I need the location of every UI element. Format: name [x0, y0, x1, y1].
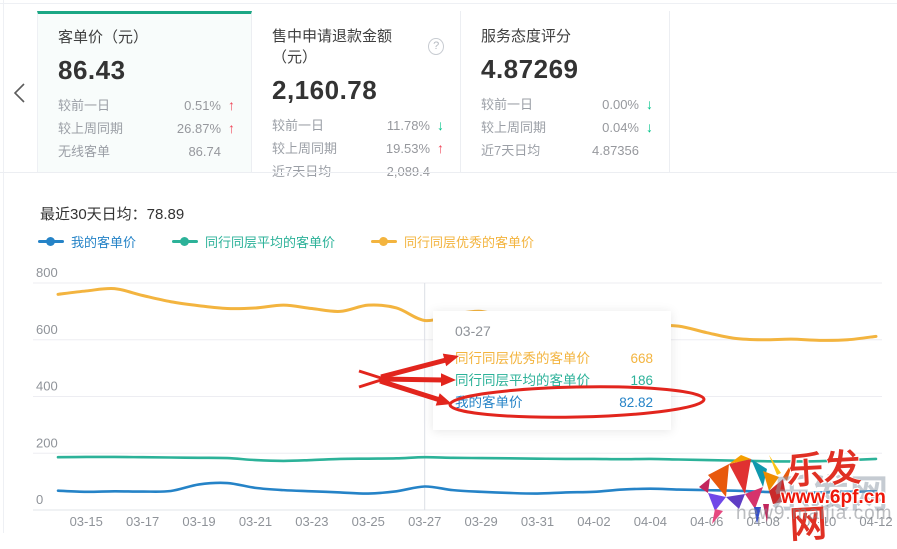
- x-axis-tick-label: 03-27: [408, 514, 441, 529]
- metric-card-service-attitude-score[interactable]: 服务态度评分 4.87269 较前一日 0.00% ↓ 较上周同期 0.04% ↓ …: [461, 11, 670, 172]
- chart-30day-average: 最近30天日均：78.89: [40, 206, 185, 223]
- trend-up-icon: ↑: [228, 97, 235, 113]
- x-axis-tick-label: 04-08: [747, 514, 780, 529]
- tooltip-row: 同行同层优秀的客单价 668: [455, 348, 653, 370]
- x-axis-tick-label: 04-06: [690, 514, 723, 529]
- legend-dot: [180, 237, 190, 246]
- x-axis-tick-label: 04-10: [803, 514, 836, 529]
- tooltip-series-value: 82.82: [619, 395, 653, 410]
- row-value: 86.74: [188, 144, 221, 159]
- row-value: 11.78%: [386, 118, 430, 133]
- help-icon[interactable]: ?: [428, 37, 444, 55]
- x-axis-tick-label: 03-31: [521, 514, 554, 529]
- trend-down-icon: ↓: [646, 96, 653, 112]
- x-axis-tick-label: 04-02: [577, 514, 610, 529]
- y-axis-tick-label: 800: [36, 265, 58, 280]
- y-axis-tick-label: 200: [36, 435, 58, 450]
- row-label: 较上周同期: [58, 121, 124, 136]
- x-axis-tick-label: 04-12: [859, 514, 892, 529]
- card-title: 客单价（元）: [58, 29, 149, 46]
- row-label: 近7天日均: [481, 143, 541, 158]
- legend-item-peer-average[interactable]: 同行同层平均的客单价: [172, 232, 335, 251]
- y-axis-tick-label: 400: [36, 379, 58, 394]
- row-label: 较前一日: [481, 97, 534, 112]
- row-label: 近7天日均: [272, 164, 332, 179]
- row-value: 26.87%: [176, 121, 221, 136]
- x-axis-tick-label: 04-04: [634, 514, 667, 529]
- row-value: 19.53%: [385, 141, 430, 156]
- x-axis-tick-label: 03-29: [464, 514, 497, 529]
- tooltip-series-name: 同行同层平均的客单价: [455, 373, 590, 388]
- tooltip-series-name: 我的客单价: [455, 395, 523, 410]
- metric-card-refund-amount[interactable]: 售中申请退款金额（元） ? 2,160.78 较前一日 11.78% ↓ 较上周同…: [252, 11, 461, 179]
- card-title: 服务态度评分: [481, 28, 572, 45]
- x-axis-tick-label: 03-23: [295, 514, 328, 529]
- card-row: 较上周同期 19.53% ↑: [272, 137, 444, 160]
- y-axis-tick-label: 0: [36, 492, 43, 507]
- chevron-left-icon: [13, 83, 25, 103]
- tooltip-row: 同行同层平均的客单价 186: [455, 370, 653, 392]
- legend-dot: [379, 237, 389, 246]
- trend-down-icon: ↓: [646, 119, 653, 135]
- x-axis-tick-label: 03-21: [239, 514, 272, 529]
- card-row: 较前一日 0.51% ↑: [58, 94, 235, 117]
- line-chart-canvas: 0 200 400 600 800 03-15 03-17 03-19 03-21 03-23 03…: [33, 265, 893, 529]
- legend-line-marker: [172, 237, 199, 246]
- y-axis-tick-label: 600: [36, 322, 58, 337]
- chart-tooltip: 03-27 同行同层优秀的客单价 668 同行同层平均的客单价 186 我的客单…: [433, 311, 671, 430]
- row-label: 无线客单: [58, 144, 111, 159]
- x-axis-tick-label: 03-15: [70, 514, 103, 529]
- row-value: 0.00%: [602, 97, 639, 112]
- legend-label: 同行同层优秀的客单价: [404, 235, 535, 250]
- card-row: 较上周同期 26.87% ↑: [58, 117, 235, 140]
- row-label: 较前一日: [272, 118, 325, 133]
- trend-down-icon: ↓: [437, 117, 444, 133]
- card-main-value: 2,160.78: [272, 75, 378, 105]
- x-axis-tick-label: 03-17: [126, 514, 159, 529]
- chart-legend: 我的客单价 同行同层平均的客单价 同行同层优秀的客单价: [38, 232, 534, 251]
- legend-dot: [46, 237, 55, 246]
- tooltip-series-value: 186: [630, 373, 653, 388]
- legend-line-marker: [38, 237, 64, 246]
- row-value: 0.04%: [602, 120, 639, 135]
- page-left-border: [3, 0, 4, 533]
- row-value: 4.87356: [592, 143, 639, 158]
- carousel-prev-button[interactable]: [8, 80, 32, 106]
- series-line: [56, 455, 878, 463]
- row-label: 较上周同期: [481, 120, 547, 135]
- card-title: 售中申请退款金额（元） ?: [272, 25, 444, 67]
- trend-up-icon: ↑: [437, 140, 444, 156]
- row-value: 2,089.4: [386, 164, 430, 179]
- trend-up-icon: ↑: [228, 120, 235, 136]
- row-label: 较上周同期: [272, 141, 338, 156]
- legend-item-peer-excellent[interactable]: 同行同层优秀的客单价: [371, 232, 534, 251]
- card-row: 无线客单 86.74: [58, 140, 235, 163]
- legend-label: 同行同层平均的客单价: [205, 235, 336, 250]
- card-row: 近7天日均 4.87356: [481, 139, 653, 162]
- card-row: 较上周同期 0.04% ↓: [481, 116, 653, 139]
- cards-top-divider: [0, 3, 897, 4]
- cards-bottom-divider: [0, 172, 897, 173]
- legend-line-marker: [371, 237, 398, 246]
- row-label: 较前一日: [58, 98, 111, 113]
- card-main-value: 4.87269: [481, 54, 579, 84]
- card-row: 较前一日 11.78% ↓: [272, 114, 444, 137]
- x-axis-tick-label: 03-19: [182, 514, 215, 529]
- line-chart[interactable]: 0 200 400 600 800 03-15 03-17 03-19 03-21 03-23 03…: [0, 258, 897, 533]
- tooltip-series-name: 同行同层优秀的客单价: [455, 351, 590, 366]
- legend-item-my-price[interactable]: 我的客单价: [38, 232, 136, 251]
- metric-card-customer-unit-price[interactable]: 客单价（元） 86.43 较前一日 0.51% ↑ 较上周同期 26.87% ↑ 无…: [37, 11, 252, 172]
- legend-label: 我的客单价: [71, 235, 137, 250]
- tooltip-row: 我的客单价 82.82: [455, 392, 653, 414]
- tooltip-date: 03-27: [455, 323, 491, 339]
- card-main-value: 86.43: [58, 55, 126, 85]
- tooltip-series-value: 668: [630, 351, 653, 366]
- x-axis-tick-label: 03-25: [352, 514, 385, 529]
- card-row: 近7天日均 2,089.4: [272, 160, 444, 183]
- card-row: 较前一日 0.00% ↓: [481, 93, 653, 116]
- row-value: 0.51%: [184, 98, 221, 113]
- series-line: [56, 481, 878, 495]
